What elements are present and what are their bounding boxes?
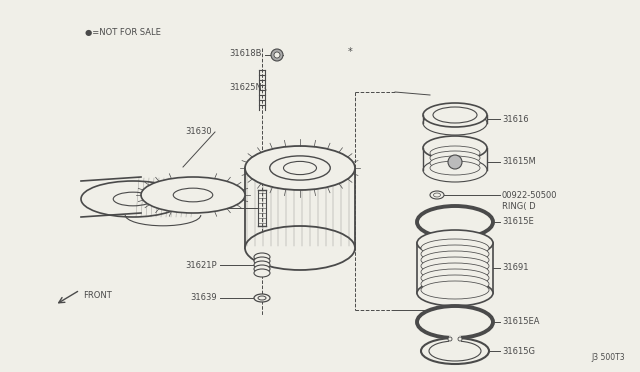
Ellipse shape xyxy=(141,177,245,213)
Text: RING( D: RING( D xyxy=(502,202,536,211)
Ellipse shape xyxy=(423,136,487,160)
Ellipse shape xyxy=(284,161,317,174)
Circle shape xyxy=(448,155,462,169)
Circle shape xyxy=(271,49,283,61)
Ellipse shape xyxy=(254,294,270,302)
Text: 31615M: 31615M xyxy=(502,157,536,167)
Ellipse shape xyxy=(254,269,270,277)
Ellipse shape xyxy=(417,280,493,306)
Ellipse shape xyxy=(421,245,489,263)
Ellipse shape xyxy=(421,275,489,293)
Ellipse shape xyxy=(113,192,153,206)
Ellipse shape xyxy=(258,296,266,300)
Text: 31691: 31691 xyxy=(502,263,529,273)
Ellipse shape xyxy=(81,181,185,217)
Ellipse shape xyxy=(430,161,480,175)
Ellipse shape xyxy=(433,107,477,123)
Text: 31630: 31630 xyxy=(186,128,212,137)
Ellipse shape xyxy=(430,156,480,170)
Ellipse shape xyxy=(254,261,270,269)
Ellipse shape xyxy=(269,156,330,180)
Text: 31615EA: 31615EA xyxy=(502,317,540,327)
Circle shape xyxy=(458,337,462,341)
Circle shape xyxy=(274,52,280,58)
Ellipse shape xyxy=(423,111,487,135)
Bar xyxy=(449,336,461,342)
Text: ●=NOT FOR SALE: ●=NOT FOR SALE xyxy=(85,28,161,37)
Text: 31615E: 31615E xyxy=(502,218,534,227)
Ellipse shape xyxy=(421,257,489,275)
Ellipse shape xyxy=(421,281,489,299)
Text: 31639: 31639 xyxy=(190,294,217,302)
Ellipse shape xyxy=(430,191,444,199)
Text: 31615G: 31615G xyxy=(502,346,535,356)
Ellipse shape xyxy=(245,146,355,190)
Text: 31618B: 31618B xyxy=(230,49,262,58)
Ellipse shape xyxy=(421,263,489,281)
Ellipse shape xyxy=(423,158,487,182)
Ellipse shape xyxy=(423,103,487,127)
Ellipse shape xyxy=(417,230,493,256)
Text: 31621P: 31621P xyxy=(186,260,217,269)
Text: 00922-50500: 00922-50500 xyxy=(502,190,557,199)
Ellipse shape xyxy=(417,306,493,338)
Text: 31625N: 31625N xyxy=(229,83,262,93)
Ellipse shape xyxy=(421,338,489,364)
Ellipse shape xyxy=(430,151,480,165)
Circle shape xyxy=(448,337,452,341)
Ellipse shape xyxy=(254,253,270,261)
Ellipse shape xyxy=(433,193,440,197)
Ellipse shape xyxy=(421,251,489,269)
Ellipse shape xyxy=(421,269,489,287)
Ellipse shape xyxy=(417,206,493,238)
Ellipse shape xyxy=(173,188,212,202)
Ellipse shape xyxy=(254,265,270,273)
Ellipse shape xyxy=(245,226,355,270)
Ellipse shape xyxy=(429,341,481,361)
Text: *: * xyxy=(348,47,353,57)
Text: J3 500T3: J3 500T3 xyxy=(591,353,625,362)
Text: FRONT: FRONT xyxy=(83,292,112,301)
Ellipse shape xyxy=(430,146,480,160)
Text: 31616: 31616 xyxy=(502,115,529,124)
Ellipse shape xyxy=(254,257,270,265)
Ellipse shape xyxy=(421,239,489,257)
Text: 31618: 31618 xyxy=(190,203,217,212)
